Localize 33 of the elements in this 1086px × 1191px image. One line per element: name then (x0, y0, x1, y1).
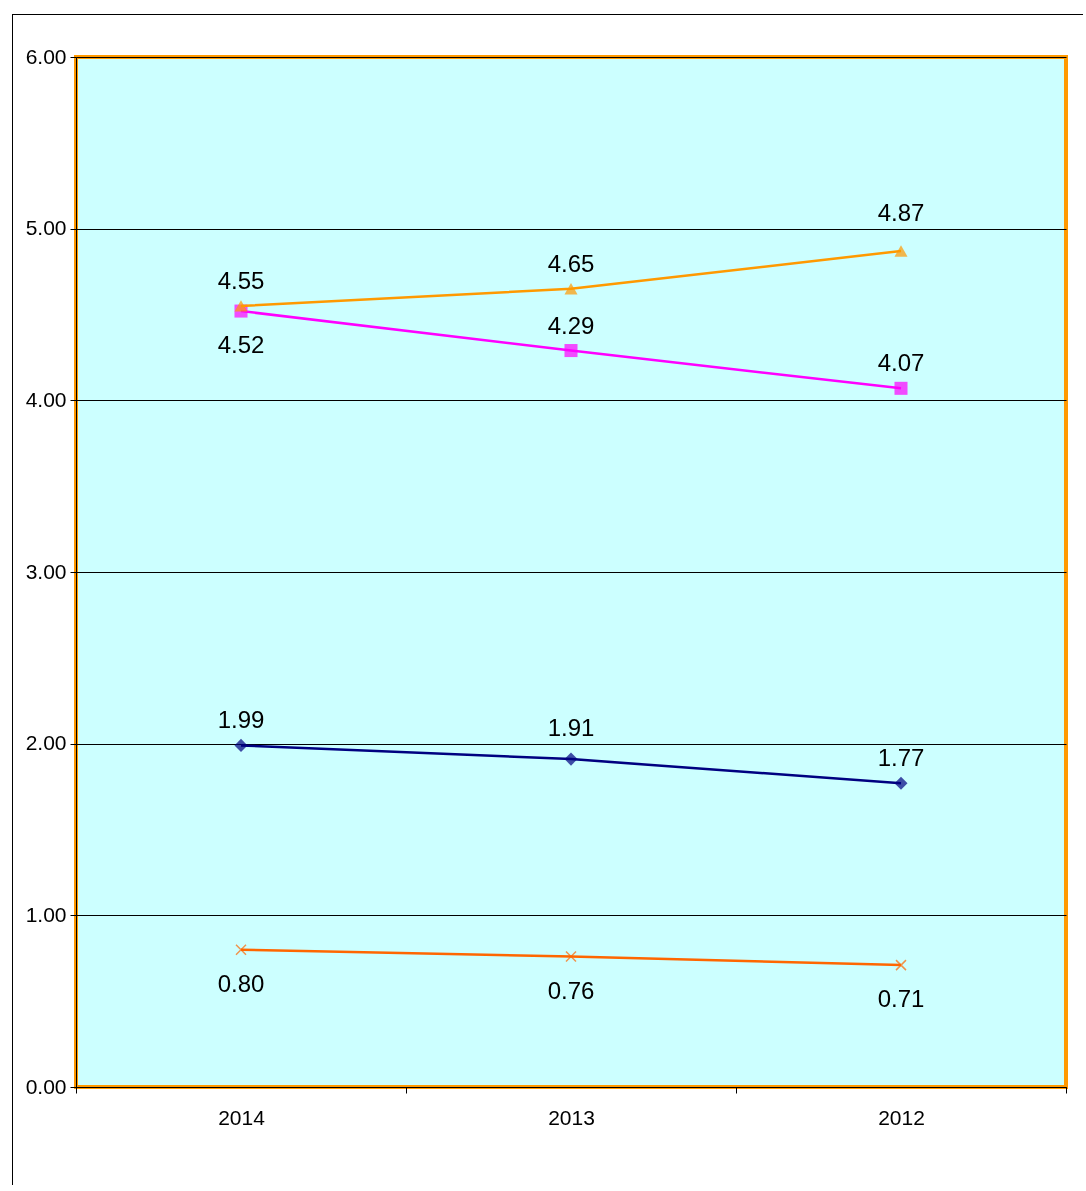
data-label: 4.65 (547, 249, 595, 277)
data-label: 4.07 (877, 349, 925, 377)
data-label: 1.91 (547, 713, 595, 741)
x-tick-label: 2013 (548, 1105, 595, 1129)
point (564, 283, 578, 295)
point (234, 738, 248, 752)
data-label: 4.87 (877, 198, 925, 226)
y-tick-label: 4.00 (25, 387, 67, 411)
point (565, 950, 577, 963)
y-tick-label: 6.00 (25, 44, 67, 68)
x-tick-label: 2014 (218, 1105, 266, 1129)
data-label: 1.99 (217, 706, 265, 734)
y-tick-label: 3.00 (25, 559, 67, 583)
data-label: 0.80 (217, 969, 265, 997)
data-label: 0.76 (547, 976, 595, 1004)
data-label: 4.29 (547, 311, 595, 339)
y-tick-label: 1.00 (25, 902, 67, 926)
point (895, 959, 907, 971)
point (564, 752, 578, 766)
point (564, 344, 578, 358)
y-tick-label: 5.00 (25, 216, 67, 240)
y-tick-label: 2.00 (25, 731, 67, 755)
point (894, 776, 908, 790)
point (894, 381, 908, 395)
point (894, 245, 908, 257)
data-label: 1.77 (877, 744, 925, 772)
data-label: 4.52 (217, 331, 265, 359)
x-tick-label: 2012 (878, 1105, 925, 1129)
y-tick-label: 0.00 (25, 1074, 67, 1098)
point (234, 300, 248, 312)
data-label: 0.71 (877, 985, 925, 1013)
data-label: 4.55 (217, 266, 265, 294)
point (235, 943, 247, 956)
